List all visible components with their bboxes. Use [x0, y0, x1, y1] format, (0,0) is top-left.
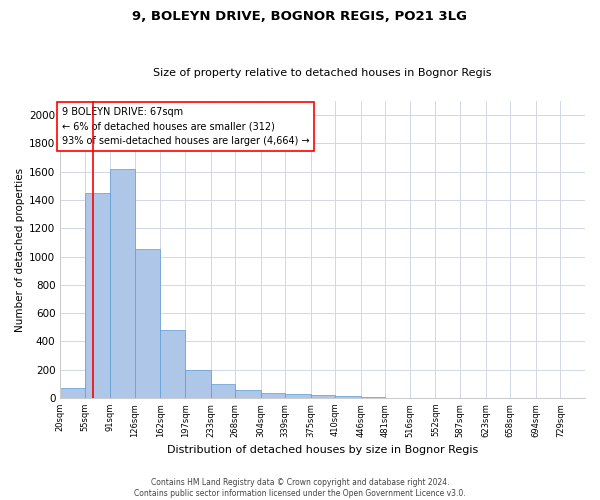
Text: 9 BOLEYN DRIVE: 67sqm
← 6% of detached houses are smaller (312)
93% of semi-deta: 9 BOLEYN DRIVE: 67sqm ← 6% of detached h…: [62, 106, 310, 146]
Bar: [135, 250, 160, 398]
Y-axis label: Number of detached properties: Number of detached properties: [15, 168, 25, 332]
Bar: [311, 395, 335, 398]
Bar: [60, 388, 85, 398]
Bar: [335, 396, 361, 398]
Title: Size of property relative to detached houses in Bognor Regis: Size of property relative to detached ho…: [154, 68, 492, 78]
X-axis label: Distribution of detached houses by size in Bognor Regis: Distribution of detached houses by size …: [167, 445, 478, 455]
Text: 9, BOLEYN DRIVE, BOGNOR REGIS, PO21 3LG: 9, BOLEYN DRIVE, BOGNOR REGIS, PO21 3LG: [133, 10, 467, 23]
Bar: [235, 390, 260, 398]
Bar: [160, 330, 185, 398]
Bar: [110, 169, 135, 398]
Text: Contains HM Land Registry data © Crown copyright and database right 2024.
Contai: Contains HM Land Registry data © Crown c…: [134, 478, 466, 498]
Bar: [285, 394, 311, 398]
Bar: [361, 397, 385, 398]
Bar: [211, 384, 235, 398]
Bar: [185, 370, 211, 398]
Bar: [85, 193, 110, 398]
Bar: [260, 393, 285, 398]
